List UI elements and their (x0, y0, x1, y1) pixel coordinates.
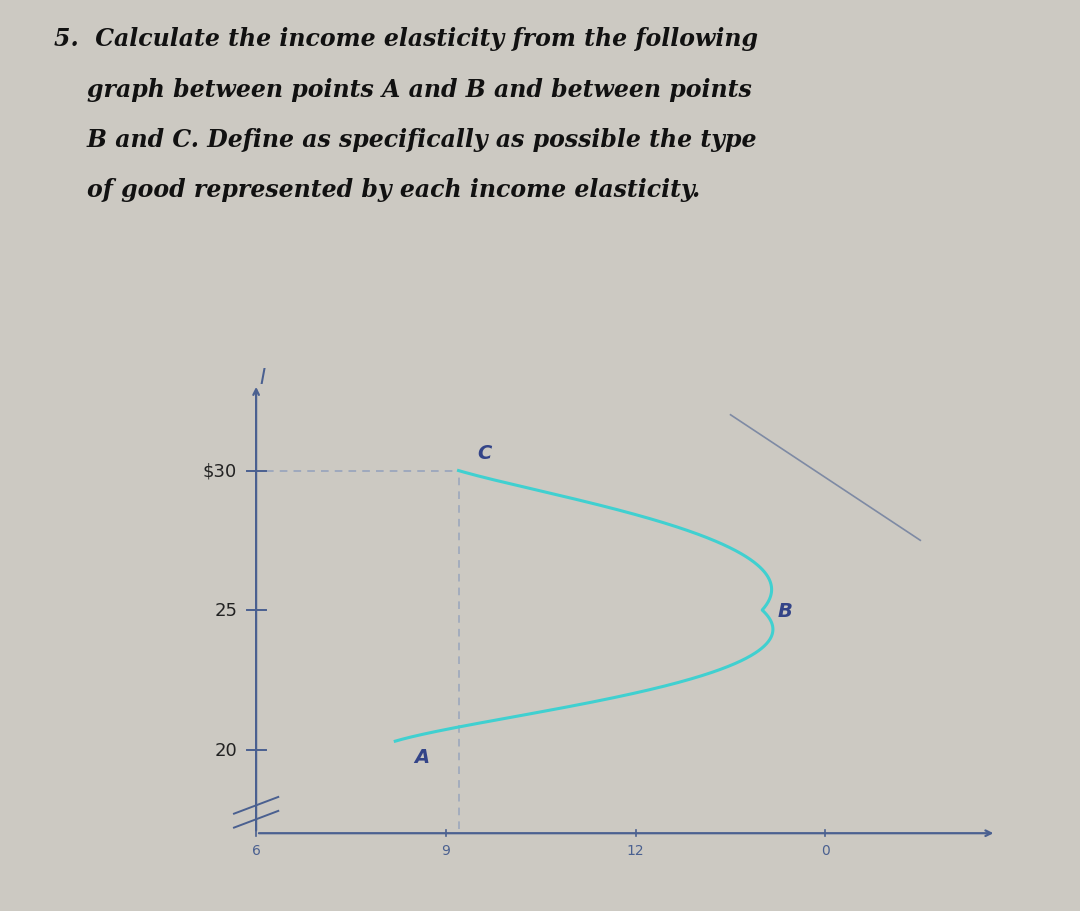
Text: B and C. Define as specifically as possible the type: B and C. Define as specifically as possi… (54, 128, 756, 151)
Text: 9: 9 (442, 843, 450, 857)
Text: A: A (415, 747, 430, 766)
Text: $30: $30 (203, 462, 238, 480)
Text: C: C (477, 444, 491, 463)
Text: graph between points A and B and between points: graph between points A and B and between… (54, 77, 752, 101)
Text: B: B (778, 601, 793, 619)
Text: 25: 25 (214, 601, 238, 619)
Text: 0: 0 (821, 843, 829, 857)
Text: 12: 12 (626, 843, 645, 857)
Text: of good represented by each income elasticity.: of good represented by each income elast… (54, 178, 700, 201)
Text: 20: 20 (215, 741, 238, 759)
Text: 6: 6 (252, 843, 260, 857)
Text: I: I (259, 367, 266, 387)
Text: 5.  Calculate the income elasticity from the following: 5. Calculate the income elasticity from … (54, 27, 758, 51)
